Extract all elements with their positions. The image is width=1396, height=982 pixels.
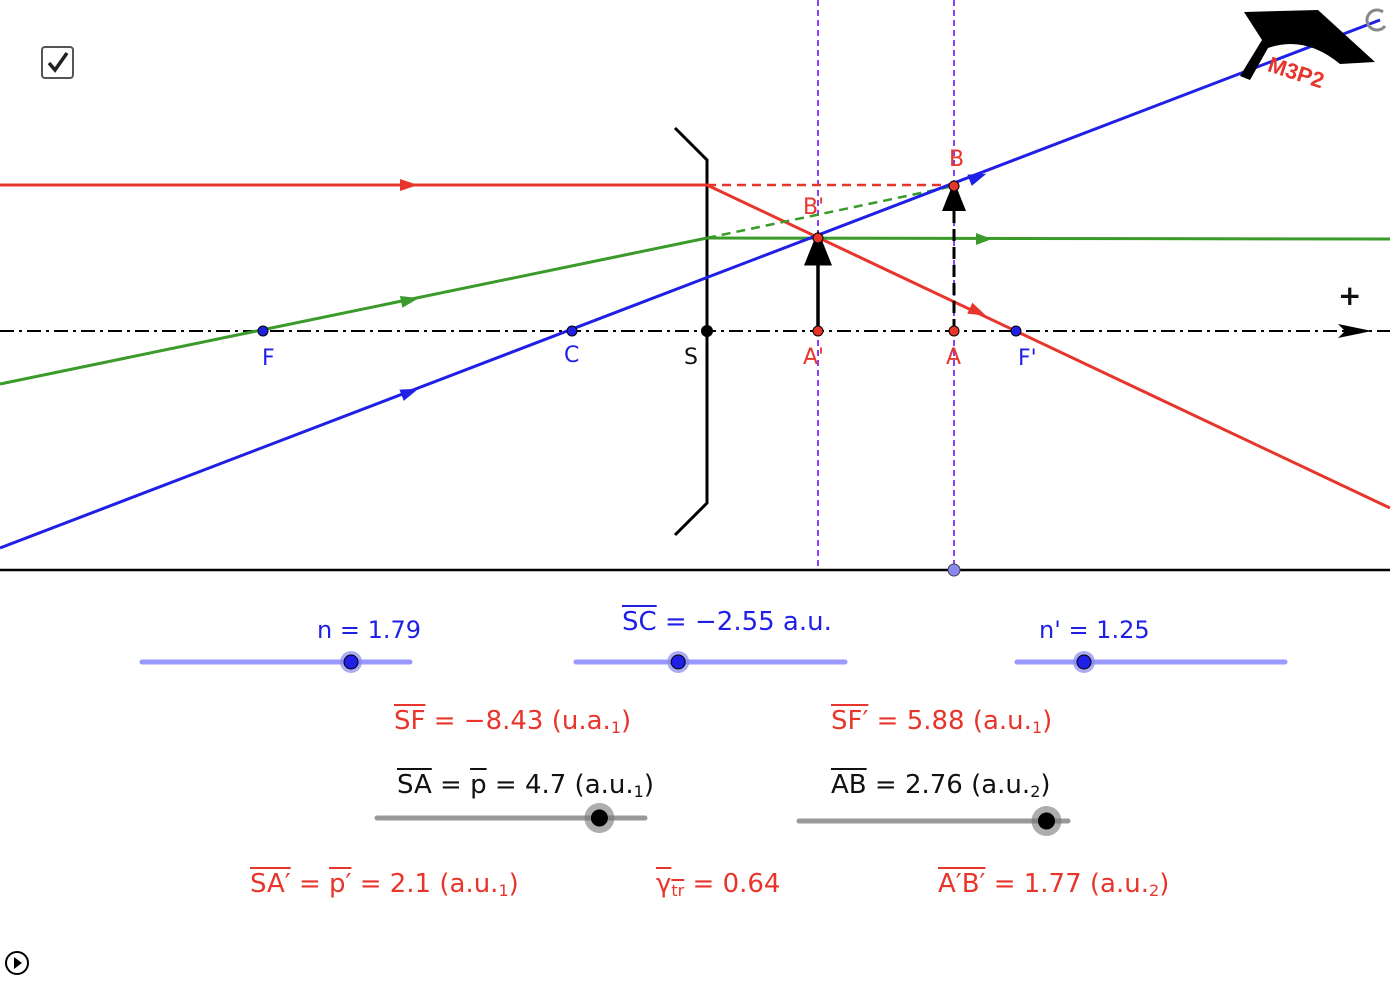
n-slider-label: n = 1.79 bbox=[317, 616, 422, 644]
point-F-prime bbox=[1010, 325, 1022, 337]
n_prime-slider-knob[interactable] bbox=[1076, 654, 1092, 670]
SF-prime-result: SF′ = 5.88 (a.u.1) bbox=[831, 706, 1053, 737]
AB-prime-result: A′B′ = 1.77 (a.u.2) bbox=[938, 869, 1170, 900]
AB-slider-label: AB = 2.76 (a.u.2) bbox=[831, 770, 1051, 801]
label-B: B bbox=[949, 147, 965, 172]
point-A-prime bbox=[812, 325, 824, 337]
blue-arrow-icon bbox=[967, 173, 987, 186]
green-ray-virtual bbox=[706, 184, 955, 240]
m3p2-logo: M3P2 bbox=[1240, 10, 1375, 93]
point-F bbox=[257, 325, 269, 337]
n-prime-slider-label: n' = 1.25 bbox=[1039, 616, 1150, 644]
SA-slider-knob[interactable] bbox=[590, 809, 608, 827]
point-B-prime bbox=[812, 232, 824, 244]
red-arrow-icon bbox=[967, 302, 987, 316]
point-A bbox=[948, 325, 960, 337]
label-B-prime: B' bbox=[803, 195, 825, 220]
label-A-prime: A' bbox=[803, 345, 825, 370]
point-B[interactable] bbox=[948, 180, 960, 192]
axis-plus-label: + bbox=[1338, 279, 1362, 312]
green-arrow-icon bbox=[399, 295, 419, 308]
show-construction-checkbox[interactable] bbox=[41, 46, 74, 79]
red-arrow-icon bbox=[400, 179, 418, 191]
blue-arrow-icon bbox=[399, 388, 419, 401]
SA-slider-label: SA = p = 4.7 (a.u.1) bbox=[397, 770, 654, 801]
AB-slider-knob[interactable] bbox=[1037, 812, 1055, 830]
axis-arrow-icon bbox=[1338, 324, 1372, 338]
label-C: C bbox=[564, 343, 580, 368]
SC-slider-knob[interactable] bbox=[670, 654, 686, 670]
gamma-result: γtr = 0.64 bbox=[656, 869, 781, 900]
svg-text:M3P2: M3P2 bbox=[1265, 52, 1327, 94]
label-S: S bbox=[684, 345, 698, 370]
label-A: A bbox=[946, 345, 962, 370]
checkmark-icon bbox=[47, 51, 69, 73]
green-ray-incident bbox=[0, 236, 708, 386]
SC-slider-label: SC = −2.55 a.u. bbox=[622, 607, 832, 637]
label-F: F bbox=[262, 346, 275, 371]
blue-ray bbox=[0, 18, 1381, 550]
SA-prime-result: SA′ = p′ = 2.1 (a.u.1) bbox=[250, 869, 519, 900]
object-position-handle[interactable] bbox=[947, 563, 961, 577]
green-arrow-icon bbox=[976, 233, 992, 245]
point-S bbox=[701, 325, 713, 337]
n-slider-knob[interactable] bbox=[343, 654, 359, 670]
label-F-prime: F' bbox=[1018, 346, 1037, 371]
reset-icon[interactable] bbox=[1365, 8, 1387, 32]
SF-result: SF = −8.43 (u.a.1) bbox=[394, 706, 632, 737]
point-C bbox=[566, 325, 578, 337]
play-animation-icon[interactable] bbox=[5, 951, 29, 975]
